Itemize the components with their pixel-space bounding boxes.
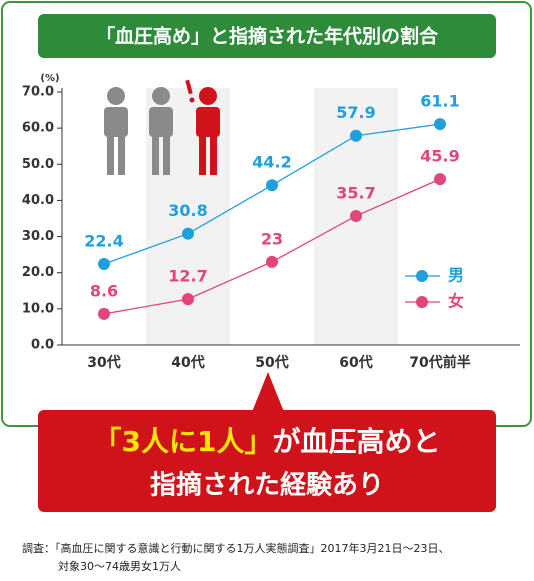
x-tick-label: 30代 (87, 354, 120, 371)
data-label: 61.1 (420, 92, 459, 111)
x-tick-label: 50代 (255, 354, 288, 371)
legend-marker (416, 296, 428, 308)
x-tick-label: 70代前半 (409, 354, 470, 371)
source-note: 調査：「高血圧に関する意識と行動に関する1万人実態調査」2017年3月21日～2… (22, 541, 449, 555)
source-note: 対象30～74歳男女1万人 (58, 559, 181, 573)
y-tick-label: 30.0 (22, 229, 54, 244)
legend-marker (416, 270, 428, 282)
point (98, 258, 110, 271)
callout-line2: 指摘された経験あり (150, 470, 384, 501)
point (266, 179, 278, 192)
point (266, 255, 278, 268)
y-axis-label: (%) (40, 73, 59, 84)
data-label: 44.2 (252, 153, 291, 172)
callout-box (38, 410, 496, 512)
legend-label: 男 (448, 266, 464, 285)
chart-title: 「血圧高め」と指摘された年代別の割合 (96, 25, 439, 48)
y-tick-label: 40.0 (22, 193, 54, 208)
data-label: 57.9 (336, 103, 375, 122)
plot: 30代 40代 50代 60代 70代前半 0.0 10.0 20.0 30.0 40.0 50.0… (22, 85, 520, 371)
y-tick-label: 20.0 (22, 265, 54, 280)
title-banner (38, 14, 496, 58)
y-tick-label: 0.0 (31, 338, 54, 353)
callout-line1: 「3人に1人」が血圧高めと (94, 425, 441, 458)
point (434, 173, 446, 186)
legend-label: 女 (448, 292, 464, 311)
data-label: 30.8 (168, 201, 207, 220)
callout-pointer (252, 372, 284, 412)
point (182, 293, 194, 306)
data-label: 8.6 (90, 281, 118, 300)
point (434, 118, 446, 131)
y-tick-label: 60.0 (22, 121, 54, 136)
data-label: 45.9 (420, 147, 459, 166)
data-label: 35.7 (336, 183, 375, 202)
point (350, 129, 362, 142)
point (350, 209, 362, 222)
data-label: 12.7 (168, 267, 207, 286)
people-icons (104, 79, 220, 175)
y-tick-label: 70.0 (22, 85, 54, 100)
data-label: 22.4 (84, 232, 123, 251)
y-tick-label: 50.0 (22, 157, 54, 172)
point (98, 307, 110, 320)
x-tick-label: 60代 (339, 354, 372, 371)
callout-highlight: 「3人に1人」 (94, 425, 273, 458)
data-label: 23 (261, 229, 283, 248)
x-tick-label: 40代 (171, 354, 204, 371)
point (182, 227, 194, 240)
callout-text: が血圧高めと (272, 425, 440, 458)
y-tick-label: 10.0 (22, 301, 54, 316)
